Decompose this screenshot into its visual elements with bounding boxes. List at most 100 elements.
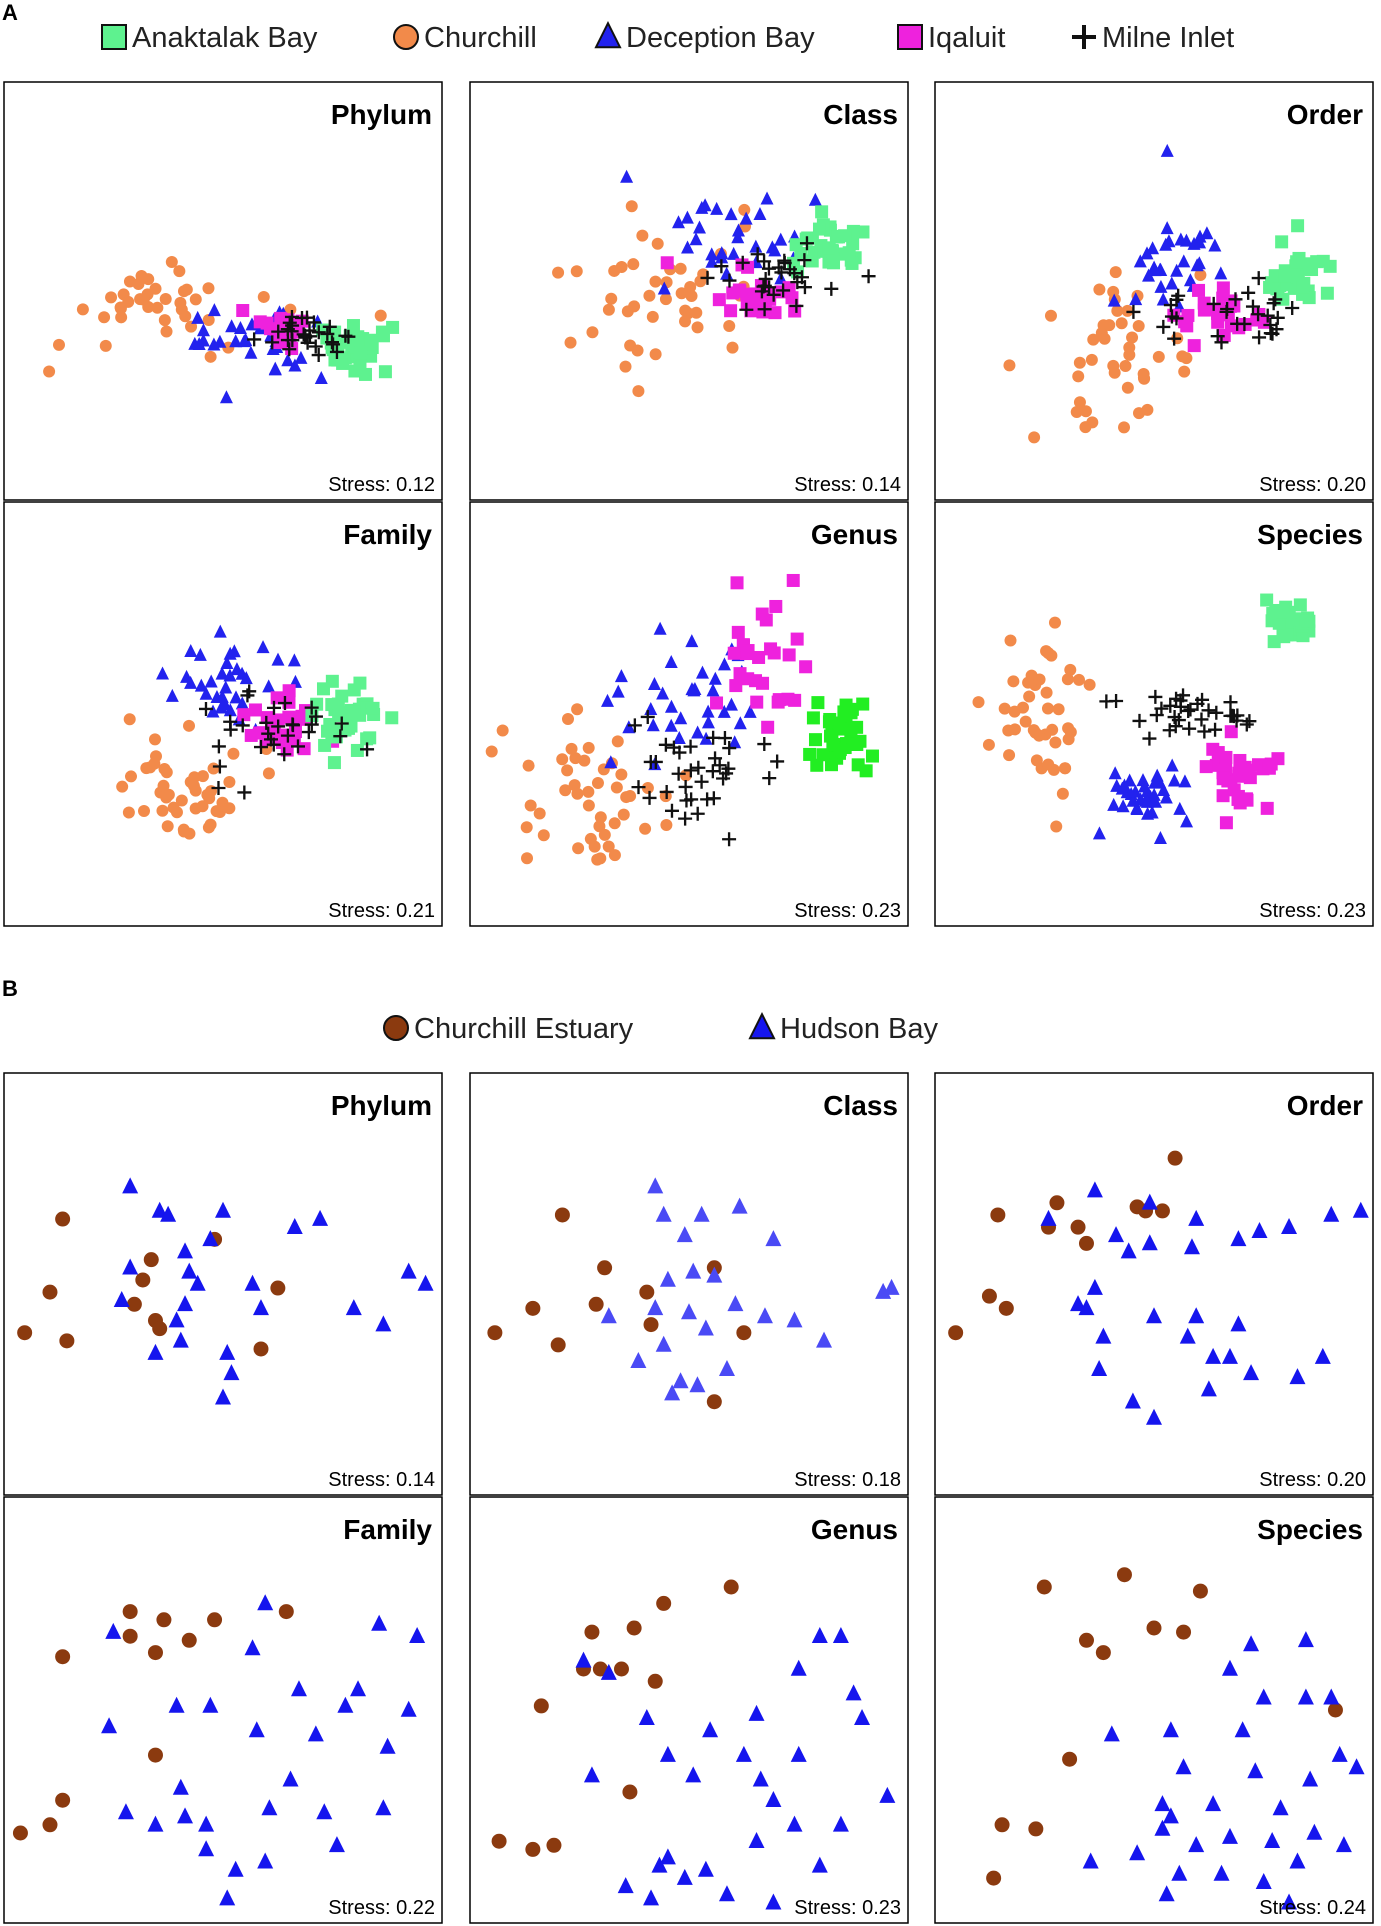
- point-milne: [253, 740, 268, 755]
- stress-label: Stress: 0.18: [794, 1469, 901, 1491]
- point-churchill_estuary: [253, 1341, 269, 1357]
- point-deception: [753, 207, 767, 221]
- point-churchill_estuary: [1028, 1821, 1044, 1837]
- point-churchill: [643, 289, 656, 302]
- point-milne: [797, 253, 812, 268]
- point-churchill: [594, 811, 607, 824]
- point-milne: [1242, 714, 1257, 729]
- point-hudson_bay: [1095, 1327, 1112, 1344]
- point-milne: [722, 741, 737, 756]
- point-hudson_bay: [685, 1262, 702, 1279]
- point-anaktalak: [323, 717, 337, 731]
- point-hudson_bay: [417, 1274, 434, 1291]
- point-deception: [717, 704, 731, 718]
- point-milne: [735, 255, 750, 270]
- point-hudson_bay: [1335, 1836, 1352, 1853]
- point-anaktalak_genus: [837, 705, 851, 719]
- point-deception: [191, 310, 205, 324]
- point-churchill_estuary: [622, 1784, 638, 1800]
- point-milne: [761, 261, 776, 276]
- point-churchill: [1052, 703, 1065, 716]
- point-churchill: [98, 311, 111, 324]
- point-milne: [237, 785, 252, 800]
- point-churchill: [537, 829, 550, 842]
- point-deception: [1208, 238, 1222, 252]
- point-churchill_estuary: [948, 1325, 964, 1341]
- point-hudson_bay: [1188, 1836, 1205, 1853]
- point-hudson_bay: [172, 1778, 189, 1795]
- point-anaktalak_genus: [824, 758, 838, 772]
- point-hudson_bay: [879, 1786, 896, 1803]
- point-churchill: [522, 759, 535, 772]
- point-churchill_estuary: [156, 1612, 172, 1628]
- point-churchill_estuary: [656, 1595, 672, 1611]
- point-churchill_estuary: [270, 1280, 286, 1296]
- point-churchill_estuary: [546, 1837, 562, 1853]
- point-iqaluit: [1231, 789, 1245, 803]
- point-churchill: [99, 339, 112, 352]
- point-deception: [1165, 276, 1179, 290]
- point-deception: [708, 671, 722, 685]
- point-milne: [1182, 721, 1197, 736]
- point-hudson_bay: [1323, 1688, 1340, 1705]
- point-milne: [631, 780, 646, 795]
- point-milne: [1265, 326, 1280, 341]
- point-deception: [705, 254, 719, 268]
- point-milne: [211, 739, 226, 754]
- point-hudson_bay: [1331, 1745, 1348, 1762]
- point-hudson_bay: [1086, 1181, 1103, 1198]
- stress-label: Stress: 0.12: [328, 474, 435, 496]
- point-deception: [1167, 773, 1181, 787]
- point-churchill_estuary: [59, 1333, 75, 1349]
- point-hudson_bay: [600, 1307, 617, 1324]
- point-deception: [314, 370, 328, 384]
- point-hudson_bay: [202, 1696, 219, 1713]
- panel-title: Phylum: [331, 99, 432, 130]
- point-deception: [1159, 790, 1173, 804]
- legend-label-churchill: Churchill: [424, 22, 537, 54]
- point-milne: [705, 764, 720, 779]
- point-churchill: [564, 336, 577, 349]
- point-churchill: [1004, 634, 1017, 647]
- point-deception: [710, 201, 724, 215]
- point-iqaluit: [769, 599, 783, 613]
- point-churchill_estuary: [55, 1649, 71, 1665]
- point-churchill_estuary: [1176, 1624, 1192, 1640]
- panel-frame: [3, 1496, 443, 1924]
- point-deception: [664, 654, 678, 668]
- point-churchill_estuary: [986, 1870, 1002, 1886]
- point-churchill: [1107, 285, 1120, 298]
- point-churchill: [1062, 733, 1075, 746]
- point-milne: [678, 811, 693, 826]
- point-churchill: [496, 724, 509, 737]
- point-churchill: [1115, 317, 1128, 330]
- point-deception: [681, 240, 695, 254]
- point-deception: [193, 647, 207, 661]
- point-deception: [215, 689, 229, 703]
- point-milne: [1214, 335, 1229, 350]
- point-hudson_bay: [659, 1848, 676, 1865]
- point-hudson_bay: [659, 1270, 676, 1287]
- point-anaktalak: [318, 738, 332, 752]
- point-churchill: [178, 825, 191, 838]
- point-milne: [296, 327, 311, 342]
- point-hudson_bay: [215, 1201, 231, 1218]
- point-churchill: [1083, 678, 1096, 691]
- point-churchill: [617, 808, 630, 821]
- point-milne: [766, 287, 781, 302]
- point-hudson_bay: [697, 1319, 714, 1336]
- point-churchill: [602, 840, 615, 853]
- point-milne: [282, 315, 297, 330]
- point-hudson_bay: [219, 1889, 236, 1906]
- point-deception: [706, 683, 720, 697]
- point-churchill: [175, 303, 188, 316]
- point-churchill_estuary: [1036, 1579, 1052, 1595]
- point-churchill_estuary: [1078, 1235, 1094, 1251]
- point-churchill: [223, 776, 236, 789]
- point-hudson_bay: [1281, 1893, 1298, 1910]
- stress-label: Stress: 0.24: [1259, 1897, 1366, 1919]
- point-anaktalak_genus: [851, 758, 865, 772]
- point-anaktalak: [805, 254, 819, 268]
- point-churchill: [641, 782, 654, 795]
- point-hudson_bay: [312, 1209, 329, 1226]
